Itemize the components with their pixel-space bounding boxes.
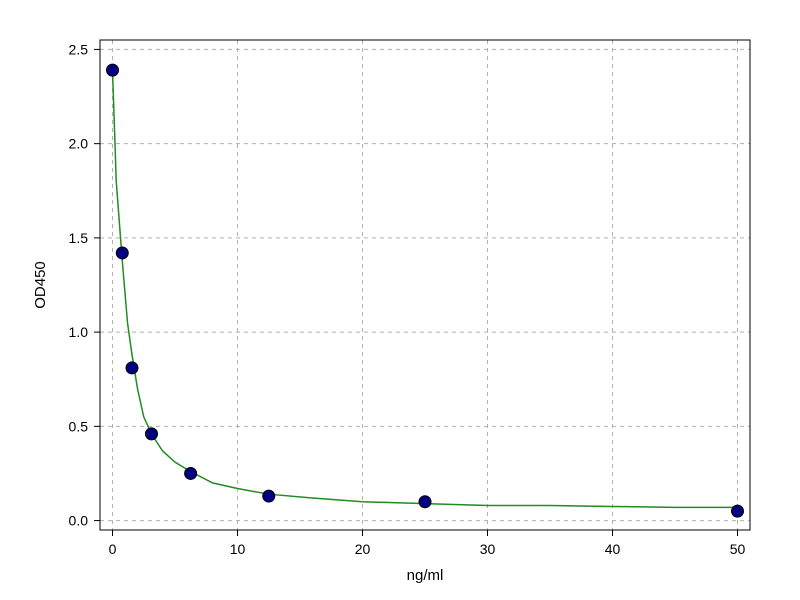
y-tick-label: 2.0 [69,136,89,152]
x-tick-label: 10 [230,541,246,557]
x-tick-label: 40 [605,541,621,557]
data-point [116,247,128,259]
data-point [146,428,158,440]
y-tick-label: 1.0 [69,324,89,340]
x-tick-label: 20 [355,541,371,557]
data-point [107,64,119,76]
chart-container: 0 10 20 30 40 50 0.0 0.5 1.0 1.5 2.0 2.5 ng/ml OD450 [0,0,800,600]
data-point [732,505,744,517]
y-tick-label: 2.5 [69,41,89,57]
x-tick-label: 30 [480,541,496,557]
y-tick-label: 0.5 [69,418,89,434]
chart-svg: 0 10 20 30 40 50 0.0 0.5 1.0 1.5 2.0 2.5 ng/ml OD450 [0,0,800,600]
x-tick-label: 50 [730,541,746,557]
data-point [185,467,197,479]
x-tick-label: 0 [109,541,117,557]
data-point [126,362,138,374]
data-point [419,496,431,508]
y-tick-label: 0.0 [69,513,89,529]
data-point [263,490,275,502]
y-tick-label: 1.5 [69,230,89,246]
y-axis-label: OD450 [32,261,49,309]
x-axis-label: ng/ml [407,567,444,584]
chart-background [0,0,800,600]
